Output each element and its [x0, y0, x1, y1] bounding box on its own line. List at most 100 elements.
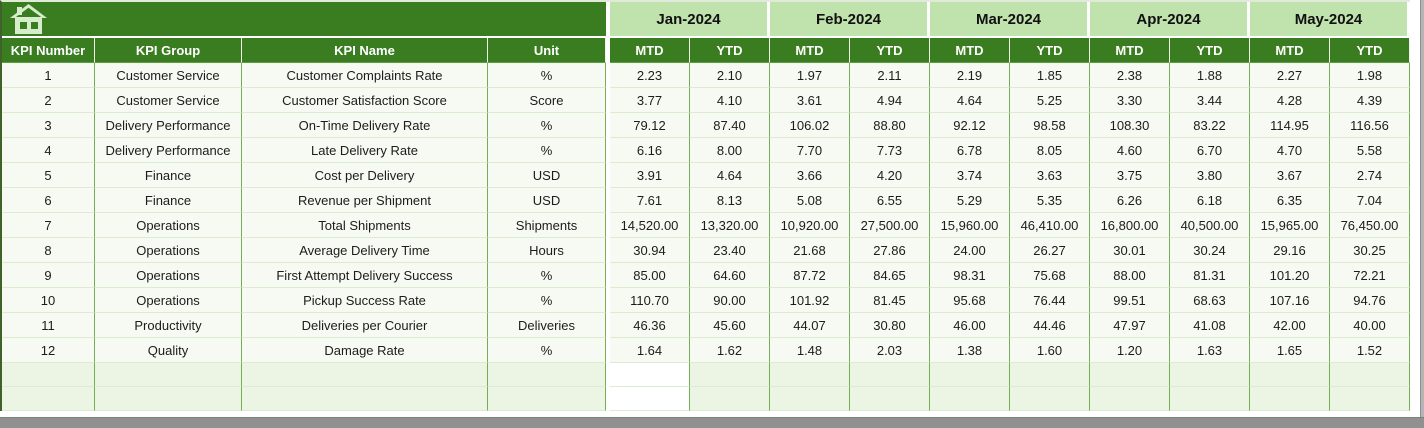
unit-cell[interactable]: %: [488, 338, 606, 363]
value-cell[interactable]: 41.08: [1170, 313, 1250, 338]
period-header-4-1[interactable]: MTD: [1090, 38, 1170, 63]
value-cell[interactable]: 94.76: [1330, 288, 1410, 313]
value-cell[interactable]: 5.25: [1010, 88, 1090, 113]
empty-cell[interactable]: [1330, 363, 1410, 387]
value-cell[interactable]: 1.98: [1330, 63, 1410, 88]
value-cell[interactable]: 72.21: [1330, 263, 1410, 288]
value-cell[interactable]: 30.80: [850, 313, 930, 338]
value-cell[interactable]: 1.88: [1170, 63, 1250, 88]
value-cell[interactable]: 16,800.00: [1090, 213, 1170, 238]
kpi-group-cell[interactable]: Productivity: [95, 313, 242, 338]
value-cell[interactable]: 4.20: [850, 163, 930, 188]
value-cell[interactable]: 3.75: [1090, 163, 1170, 188]
kpi-group-cell[interactable]: Delivery Performance: [95, 113, 242, 138]
empty-cell[interactable]: [1250, 387, 1330, 411]
value-cell[interactable]: 4.64: [930, 88, 1010, 113]
value-cell[interactable]: 83.22: [1170, 113, 1250, 138]
value-cell[interactable]: 44.07: [770, 313, 850, 338]
value-cell[interactable]: 29.16: [1250, 238, 1330, 263]
value-cell[interactable]: 2.74: [1330, 163, 1410, 188]
month-header-5[interactable]: May-2024: [1250, 2, 1410, 38]
value-cell[interactable]: 1.62: [690, 338, 770, 363]
value-cell[interactable]: 107.16: [1250, 288, 1330, 313]
empty-cell[interactable]: [850, 387, 930, 411]
value-cell[interactable]: 98.58: [1010, 113, 1090, 138]
column-header-1[interactable]: KPI Number: [2, 38, 95, 63]
empty-cell[interactable]: [488, 387, 606, 411]
value-cell[interactable]: 3.80: [1170, 163, 1250, 188]
value-cell[interactable]: 2.38: [1090, 63, 1170, 88]
value-cell[interactable]: 23.40: [690, 238, 770, 263]
value-cell[interactable]: 101.20: [1250, 263, 1330, 288]
value-cell[interactable]: 3.77: [610, 88, 690, 113]
value-cell[interactable]: 40,500.00: [1170, 213, 1250, 238]
value-cell[interactable]: 1.20: [1090, 338, 1170, 363]
value-cell[interactable]: 8.13: [690, 188, 770, 213]
value-cell[interactable]: 76,450.00: [1330, 213, 1410, 238]
value-cell[interactable]: 1.64: [610, 338, 690, 363]
value-cell[interactable]: 46.36: [610, 313, 690, 338]
value-cell[interactable]: 64.60: [690, 263, 770, 288]
value-cell[interactable]: 98.31: [930, 263, 1010, 288]
value-cell[interactable]: 7.61: [610, 188, 690, 213]
empty-cell[interactable]: [242, 363, 488, 387]
value-cell[interactable]: 46,410.00: [1010, 213, 1090, 238]
column-header-4[interactable]: Unit: [488, 38, 606, 63]
period-header-5-1[interactable]: MTD: [1250, 38, 1330, 63]
unit-cell[interactable]: Score: [488, 88, 606, 113]
value-cell[interactable]: 85.00: [610, 263, 690, 288]
kpi-number-cell[interactable]: 2: [2, 88, 95, 113]
empty-cell[interactable]: [1330, 387, 1410, 411]
empty-cell[interactable]: [2, 387, 95, 411]
value-cell[interactable]: 1.38: [930, 338, 1010, 363]
empty-cell[interactable]: [2, 363, 95, 387]
value-cell[interactable]: 114.95: [1250, 113, 1330, 138]
empty-cell[interactable]: [850, 363, 930, 387]
value-cell[interactable]: 1.60: [1010, 338, 1090, 363]
value-cell[interactable]: 13,320.00: [690, 213, 770, 238]
unit-cell[interactable]: Hours: [488, 238, 606, 263]
period-header-3-2[interactable]: YTD: [1010, 38, 1090, 63]
value-cell[interactable]: 26.27: [1010, 238, 1090, 263]
value-cell[interactable]: 5.58: [1330, 138, 1410, 163]
value-cell[interactable]: 88.80: [850, 113, 930, 138]
home-icon[interactable]: [10, 3, 47, 35]
kpi-group-cell[interactable]: Customer Service: [95, 88, 242, 113]
unit-cell[interactable]: Shipments: [488, 213, 606, 238]
value-cell[interactable]: 40.00: [1330, 313, 1410, 338]
value-cell[interactable]: 99.51: [1090, 288, 1170, 313]
column-header-2[interactable]: KPI Group: [95, 38, 242, 63]
value-cell[interactable]: 101.92: [770, 288, 850, 313]
kpi-number-cell[interactable]: 10: [2, 288, 95, 313]
empty-cell[interactable]: [1010, 363, 1090, 387]
value-cell[interactable]: 4.39: [1330, 88, 1410, 113]
kpi-group-cell[interactable]: Operations: [95, 263, 242, 288]
value-cell[interactable]: 44.46: [1010, 313, 1090, 338]
period-header-2-2[interactable]: YTD: [850, 38, 930, 63]
value-cell[interactable]: 84.65: [850, 263, 930, 288]
value-cell[interactable]: 2.27: [1250, 63, 1330, 88]
kpi-group-cell[interactable]: Finance: [95, 163, 242, 188]
value-cell[interactable]: 3.63: [1010, 163, 1090, 188]
value-cell[interactable]: 7.73: [850, 138, 930, 163]
kpi-name-cell[interactable]: Revenue per Shipment: [242, 188, 488, 213]
value-cell[interactable]: 108.30: [1090, 113, 1170, 138]
empty-cell[interactable]: [95, 363, 242, 387]
value-cell[interactable]: 14,520.00: [610, 213, 690, 238]
unit-cell[interactable]: %: [488, 288, 606, 313]
vertical-scrollbar[interactable]: [1420, 0, 1424, 417]
value-cell[interactable]: 2.11: [850, 63, 930, 88]
unit-cell[interactable]: USD: [488, 163, 606, 188]
kpi-group-cell[interactable]: Finance: [95, 188, 242, 213]
value-cell[interactable]: 87.72: [770, 263, 850, 288]
empty-cell[interactable]: [488, 363, 606, 387]
value-cell[interactable]: 4.94: [850, 88, 930, 113]
value-cell[interactable]: 15,965.00: [1250, 213, 1330, 238]
empty-cell[interactable]: [930, 363, 1010, 387]
empty-cell[interactable]: [1010, 387, 1090, 411]
kpi-number-cell[interactable]: 5: [2, 163, 95, 188]
empty-cell[interactable]: [770, 387, 850, 411]
period-header-1-2[interactable]: YTD: [690, 38, 770, 63]
value-cell[interactable]: 6.35: [1250, 188, 1330, 213]
empty-cell[interactable]: [95, 387, 242, 411]
